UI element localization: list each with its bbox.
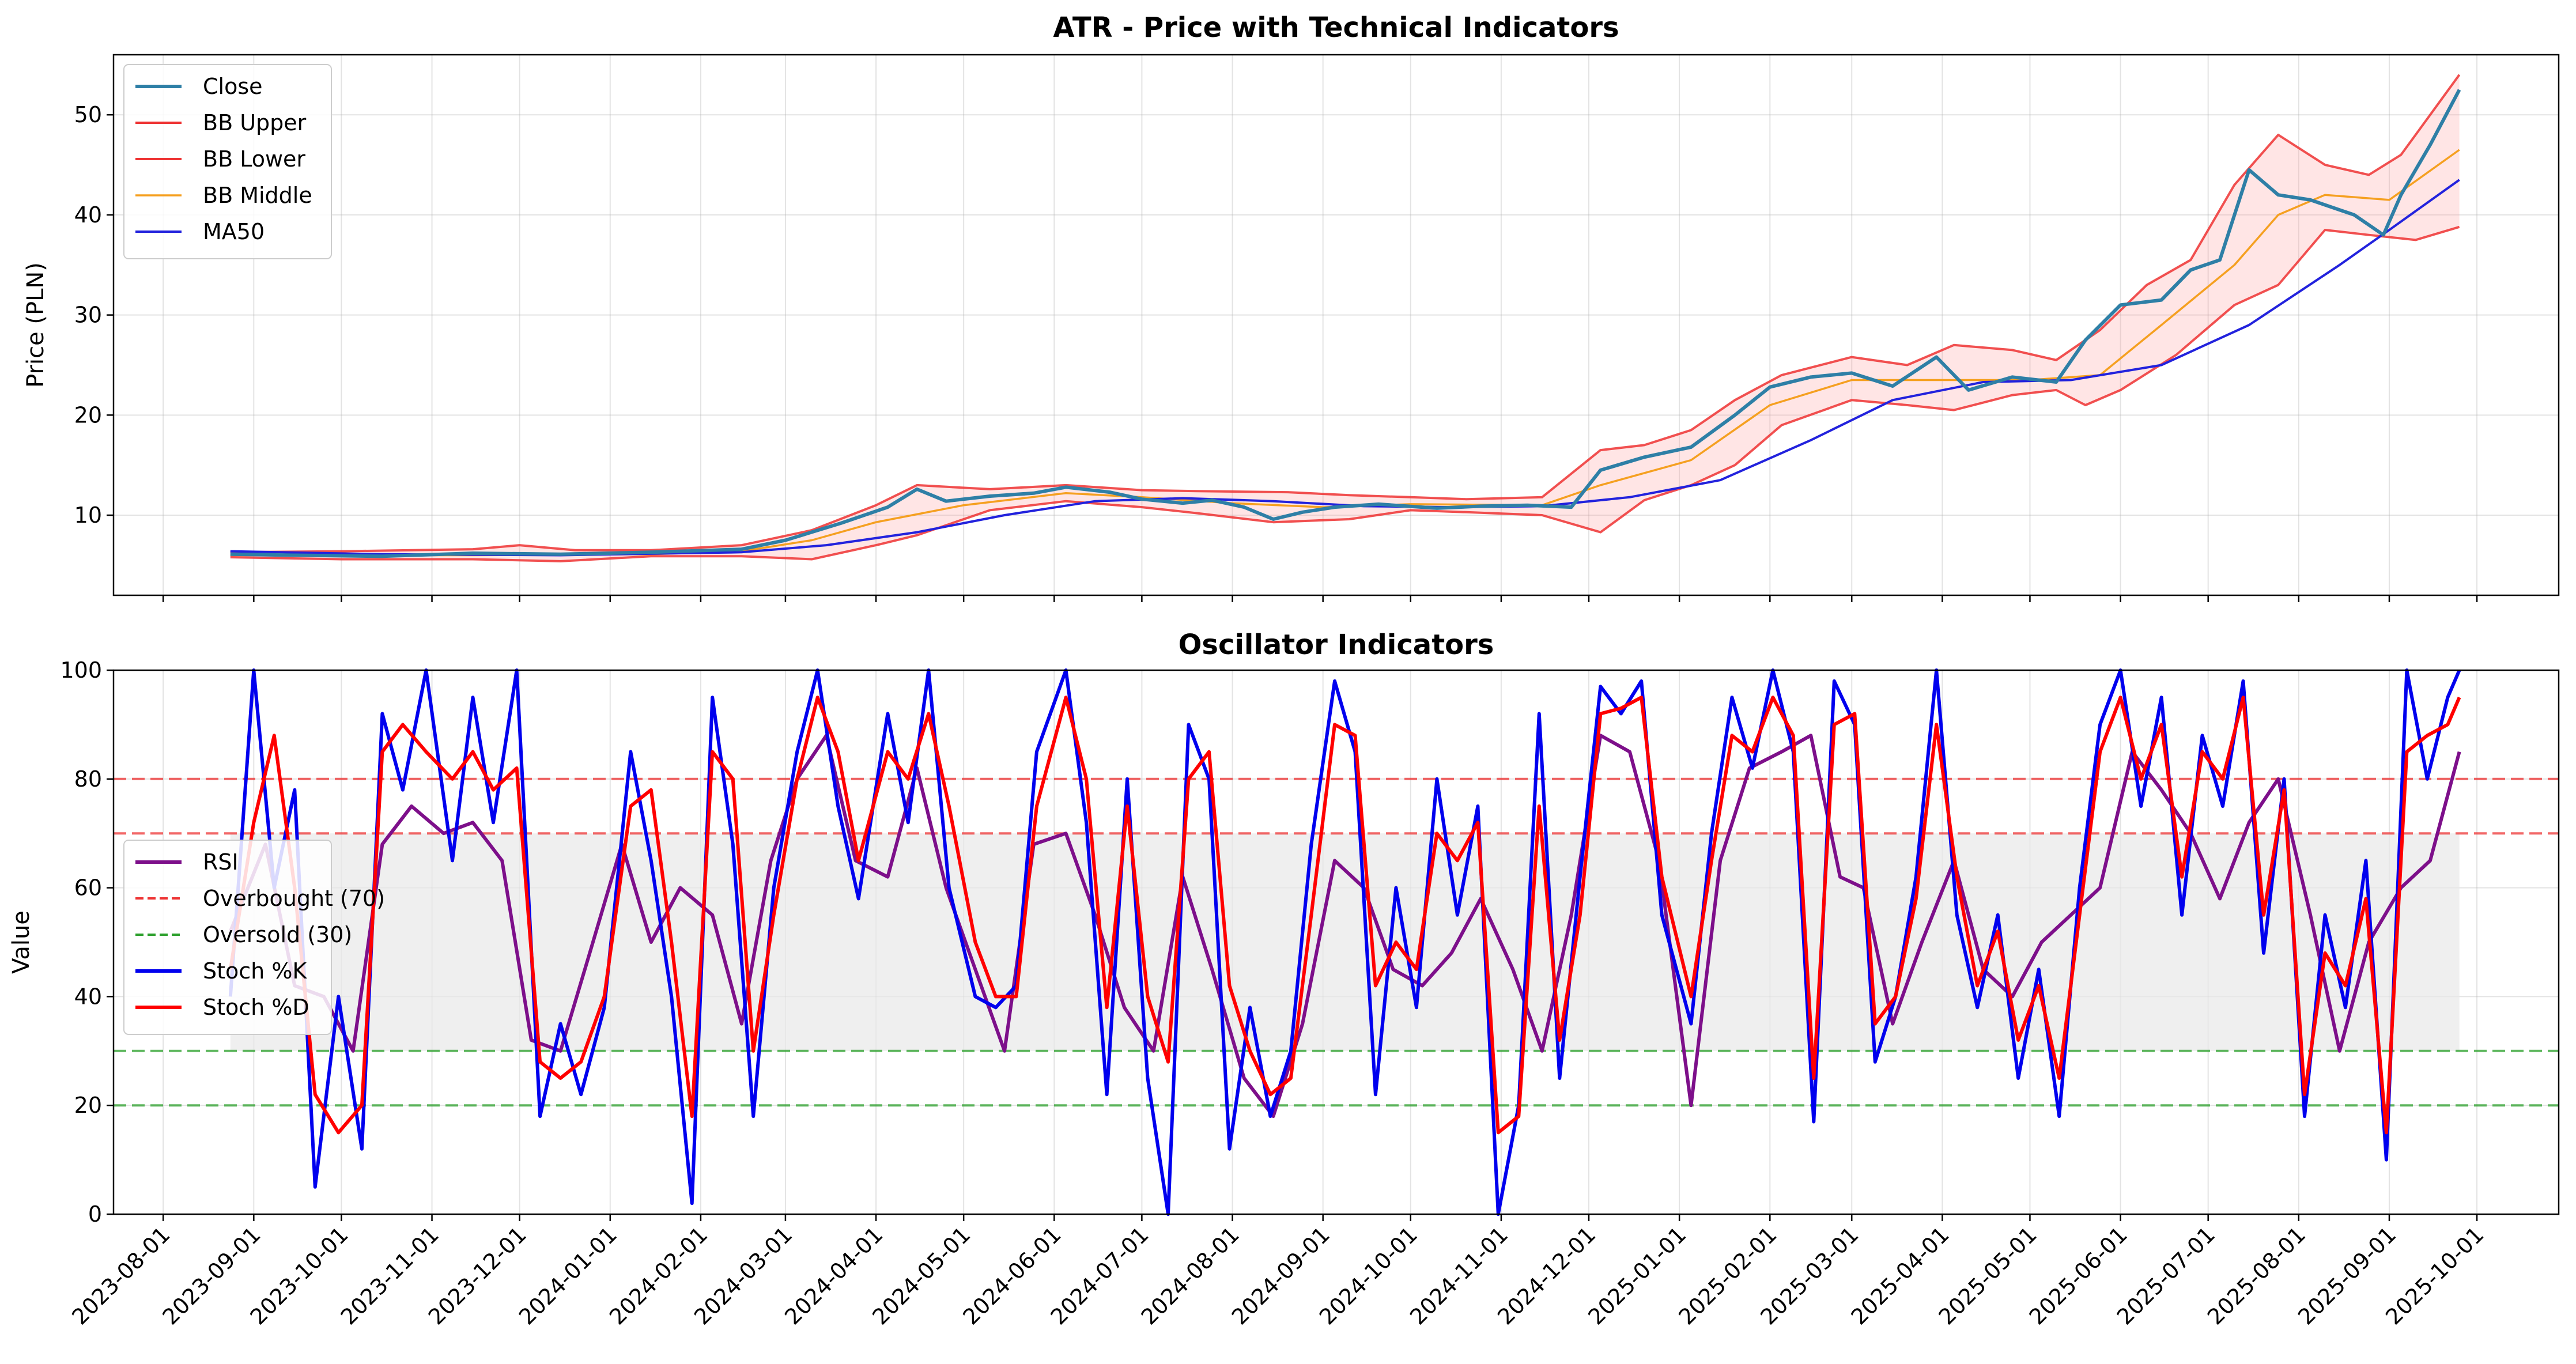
oscillator-chart-title: Oscillator Indicators <box>1179 629 1494 661</box>
legend-box <box>123 840 332 1035</box>
legend-label-bb-middle: BB Middle <box>203 183 312 208</box>
y-tick-label: 30 <box>74 303 102 328</box>
y-tick-label: 20 <box>74 1093 102 1118</box>
legend-label-overbought-70: Overbought (70) <box>203 886 385 911</box>
legend-label-bb-upper: BB Upper <box>203 110 307 135</box>
price-x-ticks <box>162 595 2478 602</box>
legend-label-stoch-d: Stoch %D <box>203 995 309 1020</box>
neutral-zone-band <box>230 833 2460 1051</box>
y-tick-label: 40 <box>74 202 102 228</box>
y-tick-label: 0 <box>88 1201 102 1227</box>
price-legend: Close BB Upper BB Lower BB Middle MA50 <box>123 64 332 259</box>
series-line-bb-middle <box>230 149 2460 557</box>
oscillator-y-axis-label: Value <box>8 910 35 974</box>
y-tick-label: 10 <box>74 502 102 528</box>
neutral-zone-area <box>230 833 2460 1051</box>
oscillator-axes-frame <box>112 669 2560 1215</box>
oscillator-series-group <box>228 668 2461 1216</box>
series-line-stoch-d <box>228 696 2461 1135</box>
series-line-bb-lower <box>230 225 2460 562</box>
price-panel: ATR - Price with Technical Indicators Pr… <box>22 12 2560 602</box>
legend-label-bb-lower: BB Lower <box>203 146 305 172</box>
price-grid <box>114 55 2559 595</box>
price-y-axis-label: Price (PLN) <box>22 262 49 388</box>
y-tick-label: 20 <box>74 402 102 428</box>
y-tick-label: 60 <box>74 875 102 901</box>
series-line-rsi <box>229 734 2461 1119</box>
legend-box <box>123 64 332 259</box>
y-tick-label: 50 <box>74 102 102 127</box>
series-line-bb-upper <box>230 74 2461 554</box>
series-line-stoch-k <box>228 668 2461 1216</box>
legend-label-stoch-k: Stoch %K <box>203 958 307 984</box>
oscillator-y-ticks: 0 20 40 60 80 100 <box>60 658 114 1227</box>
price-chart-title: ATR - Price with Technical Indicators <box>1053 12 1619 44</box>
y-tick-label: 100 <box>60 658 102 683</box>
price-axes-frame <box>112 54 2560 596</box>
y-tick-label: 40 <box>74 984 102 1009</box>
y-tick-label: 80 <box>74 766 102 792</box>
legend-label-oversold-30: Oversold (30) <box>203 922 352 947</box>
legend-label-ma50: MA50 <box>203 219 265 244</box>
series-line-close <box>230 89 2461 558</box>
legend-label-rsi: RSI <box>203 849 239 875</box>
price-y-ticks: 10 20 30 40 50 <box>74 102 114 528</box>
price-series-group <box>230 74 2461 562</box>
legend-label-close: Close <box>203 74 263 99</box>
oscillator-legend: RSI Overbought (70) Oversold (30) Stoch %K S… <box>123 840 385 1035</box>
